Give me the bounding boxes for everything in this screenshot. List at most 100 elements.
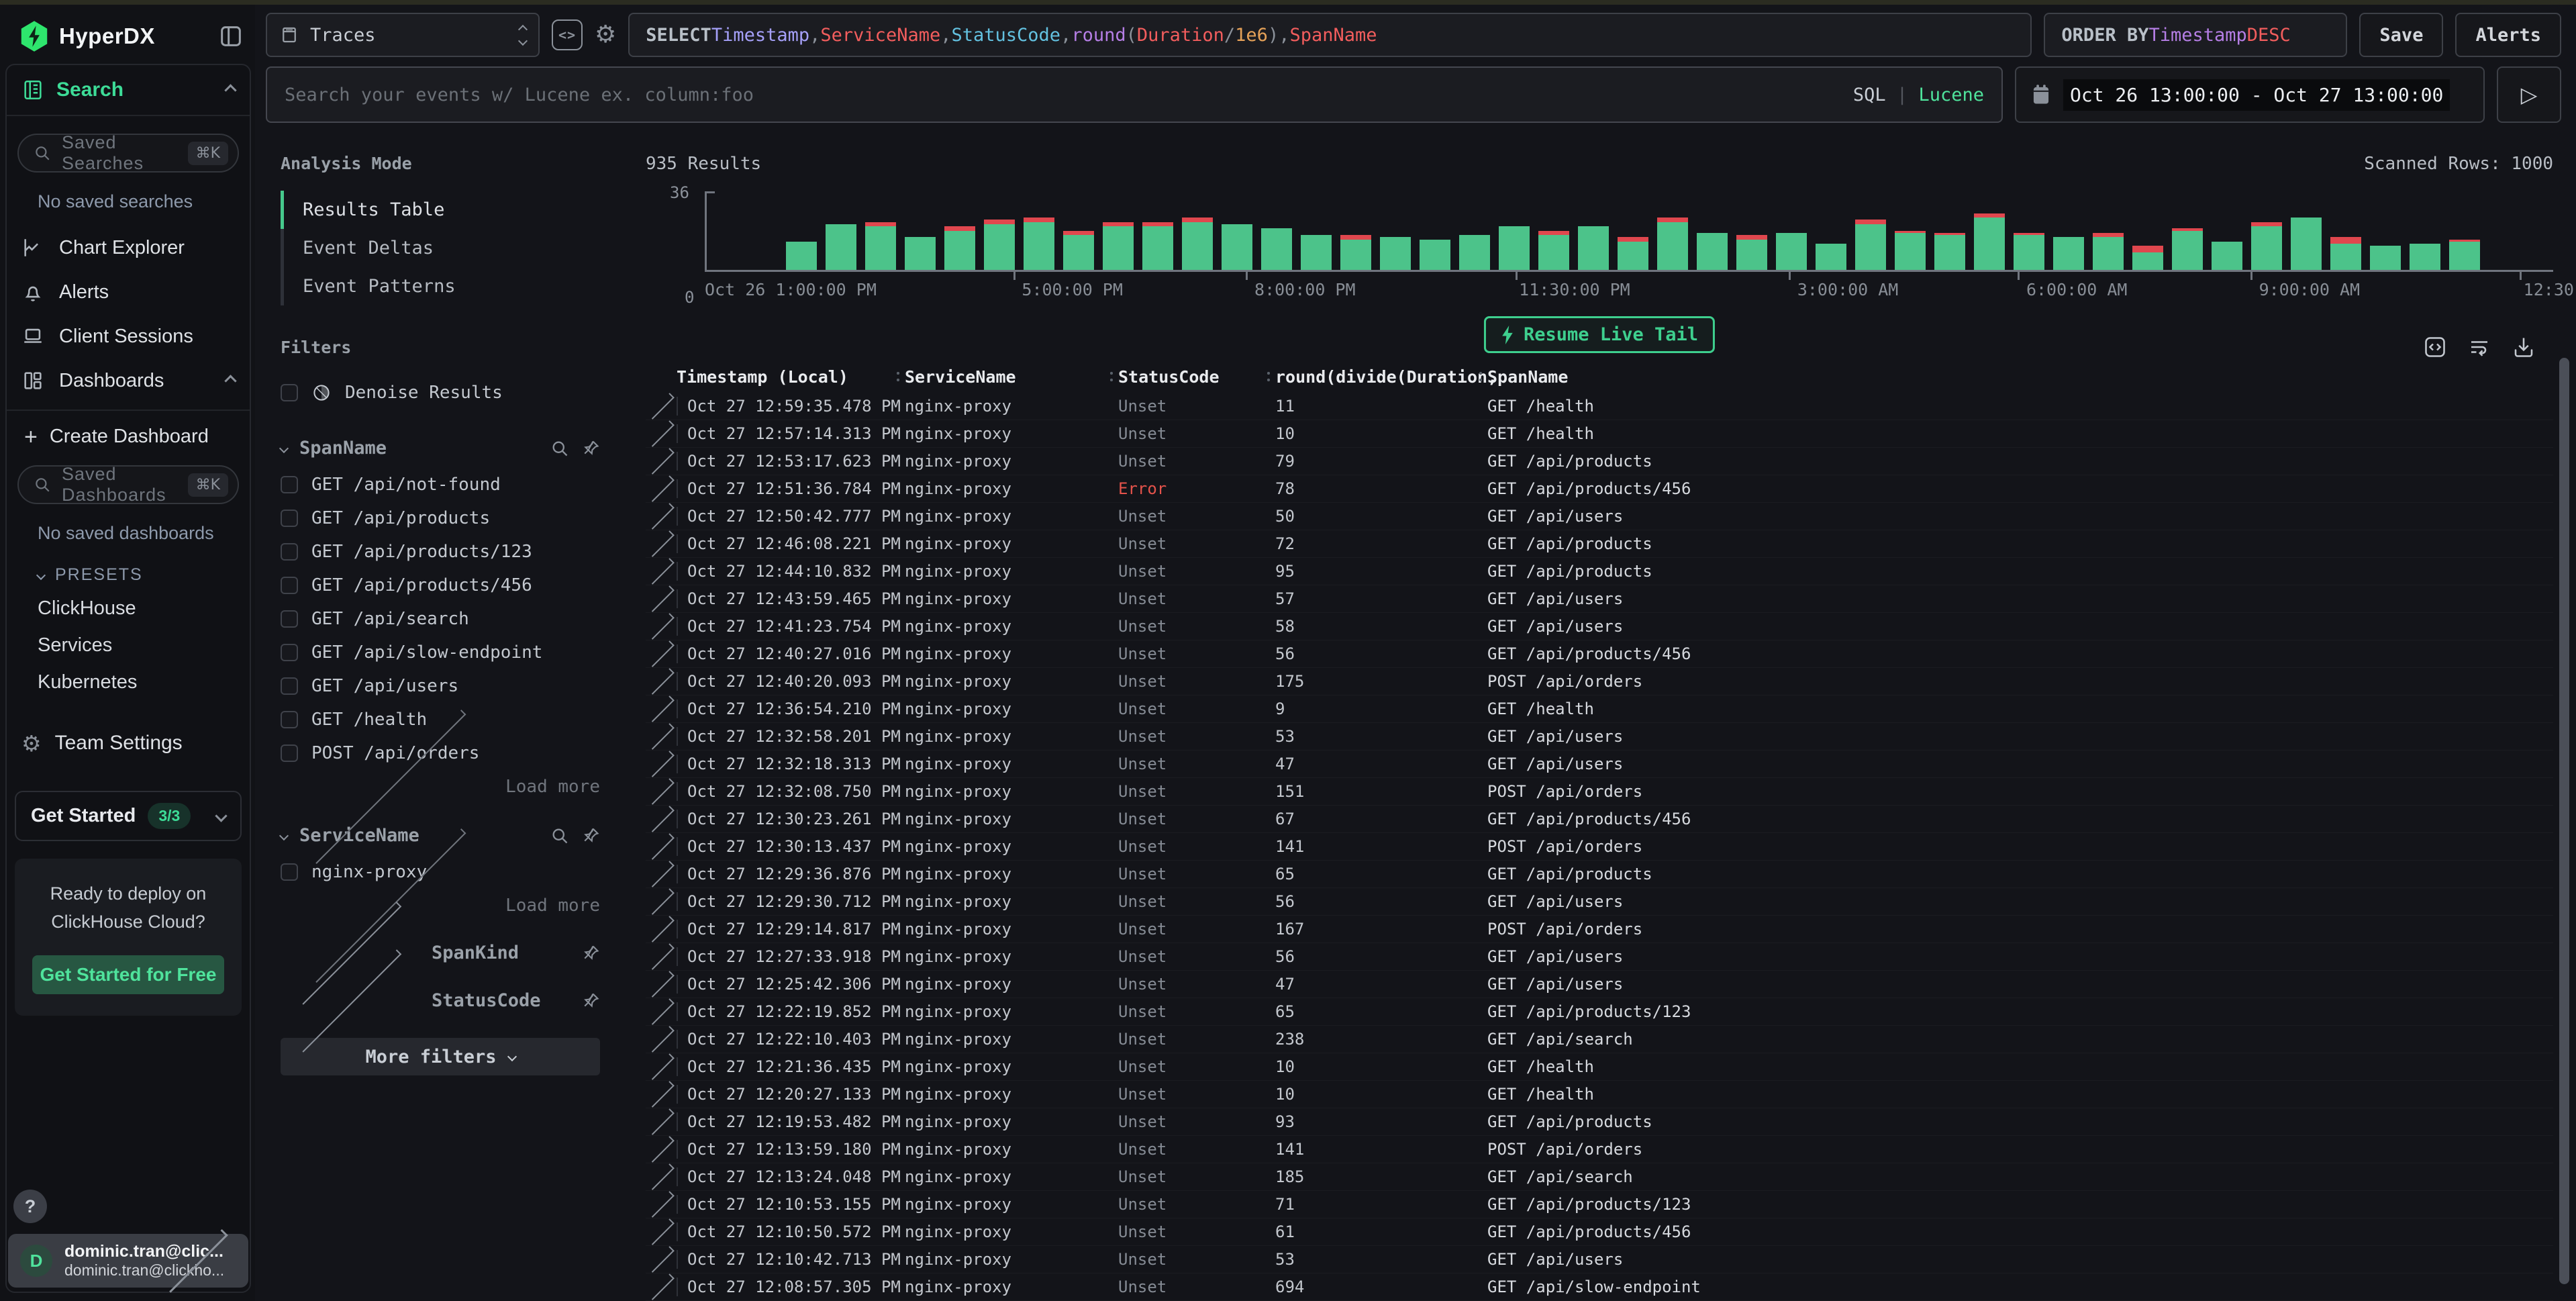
sidebar-item-services[interactable]: Services: [7, 627, 250, 664]
histogram-bar[interactable]: [1776, 233, 1807, 270]
row-expand-chevron[interactable]: [648, 1108, 675, 1135]
get-started-free-button[interactable]: Get Started for Free: [32, 955, 224, 994]
get-started-toggle[interactable]: Get Started 3/3: [15, 791, 242, 841]
pin-icon[interactable]: [581, 944, 600, 963]
code-view-button[interactable]: <>: [552, 19, 583, 50]
row-expand-chevron[interactable]: [648, 1273, 675, 1300]
histogram-bar[interactable]: [1459, 235, 1490, 270]
mode-lucene-toggle[interactable]: Lucene: [1918, 85, 1984, 105]
row-expand-chevron[interactable]: [648, 1136, 675, 1163]
sidebar-collapse-icon[interactable]: [217, 23, 244, 50]
table-row[interactable]: Oct 27 12:10:50.572 PMnginx-proxyUnset61…: [646, 1218, 2553, 1246]
table-row[interactable]: Oct 27 12:40:20.093 PMnginx-proxyUnset17…: [646, 668, 2553, 695]
table-row[interactable]: Oct 27 12:29:36.876 PMnginx-proxyUnset65…: [646, 861, 2553, 888]
histogram-bar[interactable]: [2291, 218, 2322, 270]
filter-option[interactable]: GET /api/search: [281, 602, 600, 636]
histogram-bar[interactable]: [1301, 235, 1332, 270]
code-view-icon[interactable]: [2423, 335, 2447, 359]
source-select[interactable]: Traces: [266, 13, 540, 57]
table-row[interactable]: Oct 27 12:53:17.623 PMnginx-proxyUnset79…: [646, 448, 2553, 475]
table-row[interactable]: Oct 27 12:43:59.465 PMnginx-proxyUnset57…: [646, 585, 2553, 613]
search-icon[interactable]: [550, 826, 569, 845]
row-expand-chevron[interactable]: [648, 613, 675, 640]
histogram-bar[interactable]: [1340, 235, 1371, 270]
row-expand-chevron[interactable]: [648, 585, 675, 612]
row-expand-chevron[interactable]: [648, 833, 675, 860]
user-account-menu[interactable]: D dominic.tran@clic... dominic.tran@clic…: [8, 1234, 248, 1288]
histogram-bar[interactable]: [2212, 242, 2242, 270]
row-expand-chevron[interactable]: [648, 503, 675, 530]
sidebar-section-search[interactable]: Search: [7, 65, 250, 116]
histogram-bar[interactable]: [1142, 222, 1173, 271]
pin-icon[interactable]: [581, 992, 600, 1010]
histogram-bar[interactable]: [2172, 228, 2203, 270]
row-expand-chevron[interactable]: [648, 1081, 675, 1108]
filter-option[interactable]: GET /api/products/123: [281, 535, 600, 569]
row-expand-chevron[interactable]: [648, 778, 675, 805]
sidebar-item-kubernetes[interactable]: Kubernetes: [7, 664, 250, 701]
saved-searches-input[interactable]: Saved Searches ⌘K: [17, 134, 239, 173]
histogram-bar[interactable]: [984, 220, 1015, 270]
row-expand-chevron[interactable]: [648, 393, 675, 420]
row-expand-chevron[interactable]: [648, 530, 675, 557]
filter-option[interactable]: nginx-proxy: [281, 855, 600, 889]
histogram-bar[interactable]: [2251, 222, 2282, 271]
histogram-bar[interactable]: [905, 237, 936, 270]
filter-option[interactable]: GET /api/slow-endpoint: [281, 636, 600, 669]
table-row[interactable]: Oct 27 12:21:36.435 PMnginx-proxyUnset10…: [646, 1053, 2553, 1081]
table-row[interactable]: Oct 27 12:57:14.313 PMnginx-proxyUnset10…: [646, 420, 2553, 448]
histogram-bar[interactable]: [1855, 220, 1886, 270]
sidebar-item-dashboards[interactable]: Dashboards: [7, 358, 250, 403]
table-row[interactable]: Oct 27 12:19:53.482 PMnginx-proxyUnset93…: [646, 1108, 2553, 1136]
histogram-bar[interactable]: [1618, 237, 1648, 270]
histogram-bar[interactable]: [1934, 233, 1965, 270]
sidebar-item-client-sessions[interactable]: Client Sessions: [7, 314, 250, 358]
row-expand-chevron[interactable]: [648, 1218, 675, 1245]
more-filters-button[interactable]: More filters: [281, 1038, 600, 1075]
spanname-load-more[interactable]: Load more: [281, 770, 600, 797]
create-dashboard-button[interactable]: + Create Dashboard: [7, 411, 250, 452]
table-row[interactable]: Oct 27 12:30:23.261 PMnginx-proxyUnset67…: [646, 806, 2553, 833]
row-expand-chevron[interactable]: [648, 420, 675, 447]
table-row[interactable]: Oct 27 12:13:59.180 PMnginx-proxyUnset14…: [646, 1136, 2553, 1163]
histogram-bar[interactable]: [1895, 231, 1926, 271]
histogram-bar[interactable]: [2093, 233, 2124, 270]
filter-option[interactable]: GET /api/products/456: [281, 569, 600, 602]
pin-icon[interactable]: [581, 439, 600, 458]
table-row[interactable]: Oct 27 12:46:08.221 PMnginx-proxyUnset72…: [646, 530, 2553, 558]
histogram-bar[interactable]: [1063, 231, 1094, 271]
sidebar-item-clickhouse[interactable]: ClickHouse: [7, 590, 250, 627]
histogram-bar[interactable]: [1736, 235, 1767, 270]
row-expand-chevron[interactable]: [648, 475, 675, 502]
vertical-scrollbar[interactable]: [2559, 358, 2569, 1284]
table-row[interactable]: Oct 27 12:10:42.713 PMnginx-proxyUnset53…: [646, 1246, 2553, 1273]
histogram-bar[interactable]: [1182, 218, 1213, 270]
histogram-bar[interactable]: [1499, 226, 1530, 270]
table-row[interactable]: Oct 27 12:32:08.750 PMnginx-proxyUnset15…: [646, 778, 2553, 806]
table-row[interactable]: Oct 27 12:08:57.305 PMnginx-proxyUnset69…: [646, 1273, 2553, 1301]
row-expand-chevron[interactable]: [648, 448, 675, 475]
search-icon[interactable]: [550, 439, 569, 458]
table-row[interactable]: Oct 27 12:25:42.306 PMnginx-proxyUnset47…: [646, 971, 2553, 998]
table-row[interactable]: Oct 27 12:32:18.313 PMnginx-proxyUnset47…: [646, 751, 2553, 778]
table-row[interactable]: Oct 27 12:30:13.437 PMnginx-proxyUnset14…: [646, 833, 2553, 861]
histogram-bar[interactable]: [1657, 218, 1688, 270]
denoise-results-checkbox[interactable]: Denoise Results: [281, 376, 600, 409]
text-wrap-icon[interactable]: [2467, 335, 2491, 359]
row-expand-chevron[interactable]: [648, 723, 675, 750]
histogram-bar[interactable]: [1974, 213, 2005, 271]
row-expand-chevron[interactable]: [648, 971, 675, 998]
results-histogram[interactable]: 36 0 Oct 26 1:00:00 PM5:00:00 PM8:00:00 …: [646, 191, 2553, 299]
gear-icon[interactable]: ⚙: [595, 23, 616, 47]
date-range-picker[interactable]: Oct 26 13:00:00 - Oct 27 13:00:00: [2015, 66, 2485, 123]
table-row[interactable]: Oct 27 12:20:27.133 PMnginx-proxyUnset10…: [646, 1081, 2553, 1108]
col-spanname[interactable]: SpanName: [1487, 367, 2553, 387]
col-timestamp[interactable]: Timestamp (Local): [677, 367, 905, 387]
team-settings-button[interactable]: ⚙ Team Settings: [7, 721, 250, 765]
histogram-bar[interactable]: [826, 224, 856, 270]
row-expand-chevron[interactable]: [648, 1053, 675, 1080]
row-expand-chevron[interactable]: [648, 943, 675, 970]
filter-option[interactable]: GET /api/users: [281, 669, 600, 703]
histogram-bar[interactable]: [1816, 244, 1846, 270]
row-expand-chevron[interactable]: [648, 1191, 675, 1218]
